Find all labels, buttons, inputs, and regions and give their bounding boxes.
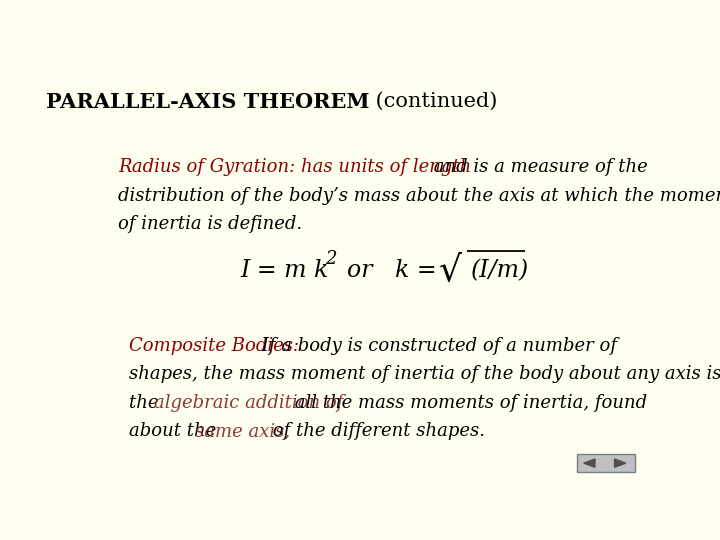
Text: the: the (129, 394, 164, 411)
Text: or   k =: or k = (332, 259, 436, 282)
FancyBboxPatch shape (577, 454, 634, 472)
Text: (I/m): (I/m) (471, 259, 529, 282)
Text: same axis,: same axis, (195, 422, 290, 440)
Text: (continued): (continued) (369, 92, 498, 111)
Text: Composite Bodies:: Composite Bodies: (129, 337, 300, 355)
Text: about the: about the (129, 422, 222, 440)
Text: If a body is constructed of a number of: If a body is constructed of a number of (256, 337, 617, 355)
Text: I = m k: I = m k (240, 259, 329, 282)
Text: √: √ (438, 254, 462, 288)
Text: distribution of the body’s mass about the axis at which the moment: distribution of the body’s mass about th… (118, 187, 720, 205)
Polygon shape (584, 459, 595, 467)
Text: and is a measure of the: and is a measure of the (428, 158, 648, 177)
Text: of the different shapes.: of the different shapes. (267, 422, 485, 440)
Text: 2: 2 (325, 250, 337, 268)
Text: shapes, the mass moment of inertia of the body about any axis is: shapes, the mass moment of inertia of th… (129, 366, 720, 383)
Text: of inertia is defined.: of inertia is defined. (118, 215, 302, 233)
Text: PARALLEL-AXIS THEOREM: PARALLEL-AXIS THEOREM (45, 92, 369, 112)
Text: algebraic addition of: algebraic addition of (153, 394, 343, 411)
Polygon shape (615, 459, 626, 467)
Text: Radius of Gyration: has units of length: Radius of Gyration: has units of length (118, 158, 471, 177)
Text: all the mass moments of inertia, found: all the mass moments of inertia, found (289, 394, 647, 411)
